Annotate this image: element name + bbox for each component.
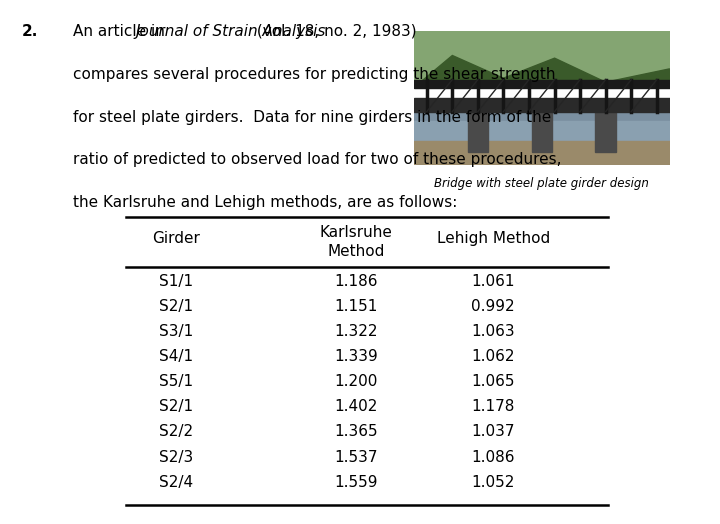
Text: S2/1: S2/1 bbox=[159, 299, 194, 314]
Text: 2.: 2. bbox=[22, 24, 38, 39]
Text: Bridge with steel plate girder design: Bridge with steel plate girder design bbox=[434, 177, 649, 190]
Text: 1.200: 1.200 bbox=[335, 374, 378, 389]
Text: Method: Method bbox=[328, 244, 385, 259]
Bar bbox=[414, 109, 670, 165]
Bar bbox=[414, 121, 670, 145]
Text: 1.339: 1.339 bbox=[335, 349, 378, 364]
Text: compares several procedures for predicting the shear strength: compares several procedures for predicti… bbox=[73, 67, 556, 82]
Text: Girder: Girder bbox=[153, 231, 200, 246]
Text: 1.061: 1.061 bbox=[472, 274, 515, 289]
Text: 1.086: 1.086 bbox=[472, 450, 515, 465]
Text: 1.365: 1.365 bbox=[335, 424, 378, 440]
Text: Lehigh Method: Lehigh Method bbox=[436, 231, 550, 246]
Text: S4/1: S4/1 bbox=[159, 349, 194, 364]
Text: 1.537: 1.537 bbox=[335, 450, 378, 465]
Text: 1.559: 1.559 bbox=[335, 475, 378, 490]
Text: 1.063: 1.063 bbox=[472, 324, 515, 339]
Text: S5/1: S5/1 bbox=[159, 374, 194, 389]
Text: 1.322: 1.322 bbox=[335, 324, 378, 339]
Text: 0.992: 0.992 bbox=[472, 299, 515, 314]
Text: S2/2: S2/2 bbox=[159, 424, 194, 440]
Text: 1.065: 1.065 bbox=[472, 374, 515, 389]
Text: Journal of Strain Analysis: Journal of Strain Analysis bbox=[136, 24, 326, 39]
Text: 1.052: 1.052 bbox=[472, 475, 515, 490]
Bar bbox=[468, 109, 488, 152]
Text: Karlsruhe: Karlsruhe bbox=[320, 225, 393, 239]
Bar bbox=[414, 80, 670, 88]
Polygon shape bbox=[414, 56, 670, 88]
Text: 1.402: 1.402 bbox=[335, 399, 378, 414]
Text: 1.062: 1.062 bbox=[472, 349, 515, 364]
Text: S1/1: S1/1 bbox=[159, 274, 194, 289]
Text: 1.037: 1.037 bbox=[472, 424, 515, 440]
Text: S2/4: S2/4 bbox=[159, 475, 194, 490]
Text: the Karlsruhe and Lehigh methods, are as follows:: the Karlsruhe and Lehigh methods, are as… bbox=[73, 195, 458, 211]
Text: S2/3: S2/3 bbox=[159, 450, 194, 465]
Bar bbox=[414, 141, 670, 165]
Text: 1.178: 1.178 bbox=[472, 399, 515, 414]
Bar bbox=[414, 99, 670, 112]
Text: An article in: An article in bbox=[73, 24, 170, 39]
Text: S2/1: S2/1 bbox=[159, 399, 194, 414]
Text: ratio of predicted to observed load for two of these procedures,: ratio of predicted to observed load for … bbox=[73, 152, 562, 168]
Bar bbox=[595, 109, 616, 152]
Bar bbox=[531, 109, 552, 152]
Text: 1.186: 1.186 bbox=[335, 274, 378, 289]
Text: S3/1: S3/1 bbox=[159, 324, 194, 339]
Text: (vol. 18, no. 2, 1983): (vol. 18, no. 2, 1983) bbox=[252, 24, 417, 39]
Text: 1.151: 1.151 bbox=[335, 299, 378, 314]
Text: for steel plate girders.  Data for nine girders in the form of the: for steel plate girders. Data for nine g… bbox=[73, 110, 552, 125]
